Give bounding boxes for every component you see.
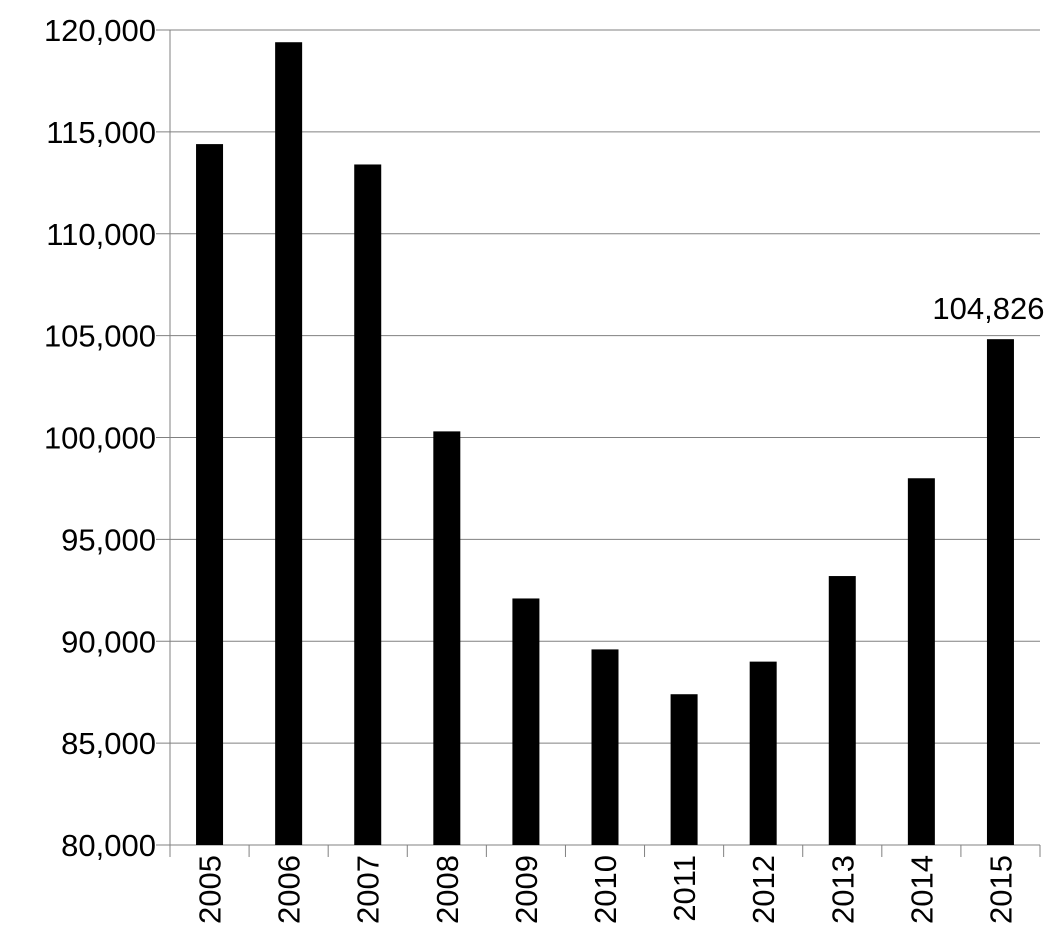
x-axis: 2005 2006 2007 2008 2009 2010 2011 2012 2013 2014…	[169, 844, 1041, 924]
bar	[354, 164, 382, 846]
bar	[512, 598, 540, 845]
bar	[828, 576, 856, 845]
gridlines	[156, 29, 1040, 846]
bars	[196, 42, 1014, 846]
y-tick-label: 105,000	[44, 319, 156, 354]
data-label: 104,826	[932, 291, 1044, 326]
x-tick-label: 2005	[193, 855, 228, 924]
x-tick-label: 2009	[509, 855, 544, 924]
x-tick-label: 2012	[746, 855, 781, 924]
x-tick-label: 2006	[272, 855, 307, 924]
y-tick-label: 110,000	[46, 217, 156, 252]
y-tick-label: 85,000	[61, 726, 156, 761]
bar	[986, 339, 1014, 845]
y-tick-label: 80,000	[61, 828, 156, 863]
x-tick-label: 2015	[983, 855, 1018, 924]
x-tick-label: 2011	[667, 855, 702, 922]
y-tick-label: 95,000	[61, 522, 156, 557]
y-axis: 80,000 85,000 90,000 95,000 100,000 105,000 11…	[44, 13, 171, 863]
bar	[591, 649, 619, 845]
x-tick-label: 2014	[904, 855, 939, 924]
bar	[196, 144, 224, 846]
x-tick-label: 2007	[351, 855, 386, 924]
y-tick-label: 100,000	[44, 421, 156, 456]
data-labels: 104,826	[932, 291, 1044, 326]
y-tick-label: 115,000	[46, 115, 156, 150]
bar	[433, 431, 461, 845]
x-tick-label: 2008	[430, 855, 465, 924]
bar	[670, 694, 698, 845]
bar	[275, 42, 303, 846]
y-tick-label: 90,000	[61, 624, 156, 659]
bar	[749, 661, 777, 845]
x-tick-label: 2010	[588, 855, 623, 924]
bar	[907, 478, 935, 845]
x-tick-label: 2013	[825, 855, 860, 924]
y-tick-label: 120,000	[44, 13, 156, 48]
